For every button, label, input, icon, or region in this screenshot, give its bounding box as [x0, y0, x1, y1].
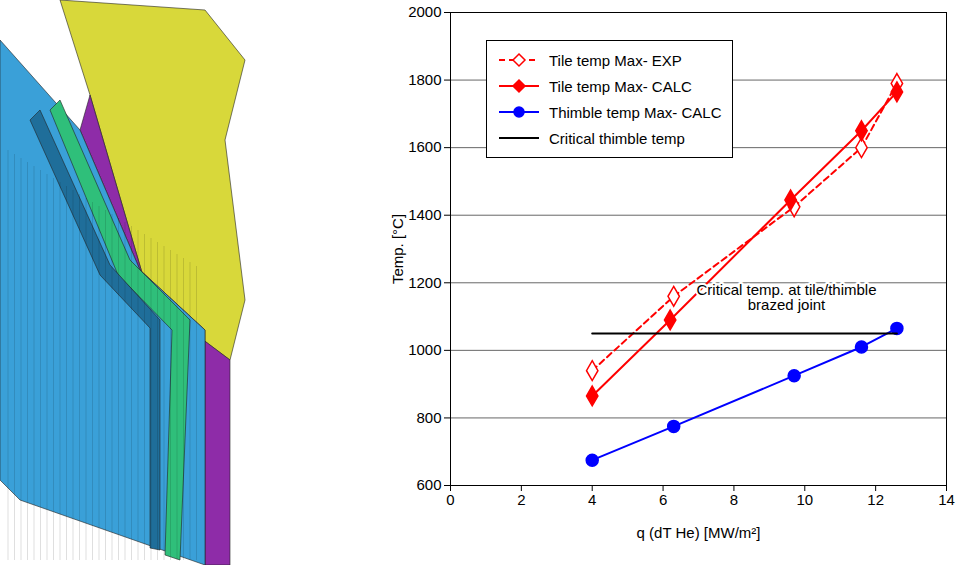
svg-text:800: 800 — [416, 409, 441, 426]
svg-text:2000: 2000 — [408, 3, 441, 20]
html-text:Tile temp Max- CALC: Tile temp Max- CALC — [549, 77, 692, 95]
svg-text:1600: 1600 — [408, 138, 441, 155]
html-text:Thimble temp Max- CALC: Thimble temp Max- CALC — [549, 103, 722, 121]
svg-text:10: 10 — [796, 491, 813, 508]
svg-text:6: 6 — [659, 491, 667, 508]
svg-text:8: 8 — [730, 491, 738, 508]
html-text:Tile temp Max- EXP: Tile temp Max- EXP — [549, 51, 682, 69]
svg-text:1000: 1000 — [408, 341, 441, 358]
svg-text:1800: 1800 — [408, 71, 441, 88]
svg-text:600: 600 — [416, 476, 441, 493]
svg-text:12: 12 — [867, 491, 884, 508]
svg-text:1200: 1200 — [408, 274, 441, 291]
html-text:Critical thimble temp: Critical thimble temp — [549, 129, 685, 147]
svg-text:0: 0 — [446, 491, 454, 508]
svg-text:Critical temp. at tile/thimble: Critical temp. at tile/thimblebrazed joi… — [696, 281, 876, 313]
svg-text:1400: 1400 — [408, 206, 441, 223]
svg-text:2: 2 — [517, 491, 525, 508]
svg-text:Temp. [°C]: Temp. [°C] — [389, 214, 406, 284]
svg-text:q (dT He) [MW/m²]: q (dT He) [MW/m²] — [637, 524, 761, 541]
svg-text:4: 4 — [588, 491, 596, 508]
svg-text:14: 14 — [938, 491, 955, 508]
